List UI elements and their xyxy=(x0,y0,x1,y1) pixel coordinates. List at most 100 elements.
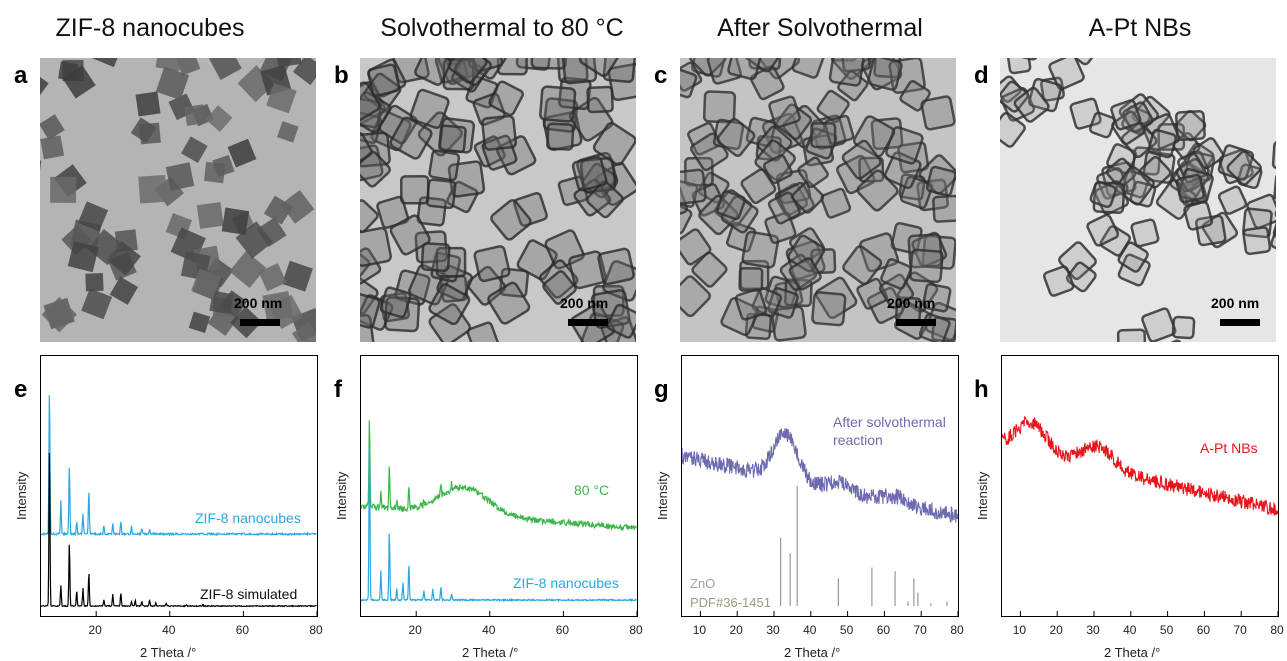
hollow-nanocube xyxy=(414,58,452,86)
nanocube xyxy=(258,263,287,292)
hollow-nanocube xyxy=(883,151,922,190)
x-tick-label: 70 xyxy=(1233,623,1247,637)
hollow-nanocube xyxy=(680,67,698,99)
hollow-nanocube xyxy=(820,187,852,219)
series-line xyxy=(361,420,637,532)
hollow-nanocube xyxy=(360,247,371,282)
nanocube xyxy=(266,82,297,114)
series-label-h: A-Pt NBs xyxy=(1200,440,1258,456)
nanobox xyxy=(1088,111,1116,139)
hollow-nanocube xyxy=(360,294,394,331)
nanobox xyxy=(1217,185,1248,215)
nanocube xyxy=(282,260,313,292)
hollow-nanocube xyxy=(438,124,467,154)
hollow-nanocube xyxy=(420,242,451,272)
nanobox xyxy=(1273,172,1276,202)
nanocube xyxy=(87,229,124,266)
nanocube xyxy=(188,311,211,333)
hollow-nanocube xyxy=(542,270,577,305)
hollow-nanocube xyxy=(466,321,500,342)
nanobox xyxy=(1116,328,1147,342)
hollow-nanocube xyxy=(932,194,956,223)
hollow-nanocube xyxy=(756,125,793,162)
hollow-nanocube xyxy=(880,258,912,290)
nanobox xyxy=(1130,218,1160,248)
nanocube xyxy=(274,58,302,68)
hollow-nanocube xyxy=(680,275,712,318)
scalebar-a xyxy=(240,319,280,326)
x-tick-label: 40 xyxy=(803,623,817,637)
nanobox xyxy=(1086,213,1120,247)
title-after-solvothermal: After Solvothermal xyxy=(717,14,923,42)
hollow-nanocube xyxy=(513,191,548,227)
nanocube xyxy=(165,162,195,191)
nanobox xyxy=(1174,110,1207,142)
hollow-nanocube xyxy=(816,89,850,124)
series-label-e-bottom: ZIF-8 simulated xyxy=(200,586,298,602)
x-tick-label: 30 xyxy=(766,623,780,637)
nanobox xyxy=(1177,150,1210,184)
hollow-nanocube xyxy=(691,251,728,288)
hollow-nanocube xyxy=(842,245,883,286)
hollow-nanocube xyxy=(602,58,636,84)
nanocube xyxy=(77,201,109,232)
nanocube xyxy=(40,135,65,160)
hollow-nanocube xyxy=(530,58,568,70)
nanocube xyxy=(50,176,77,203)
nanobox xyxy=(1048,58,1085,91)
hollow-nanocube xyxy=(360,199,379,234)
hollow-nanocube xyxy=(466,265,507,306)
nanocube xyxy=(135,91,161,117)
xlabel-f: 2 Theta /° xyxy=(462,645,519,660)
nanobox xyxy=(1141,307,1177,342)
series-line xyxy=(1002,415,1278,516)
panel-letter-g: g xyxy=(654,376,669,403)
nanocube xyxy=(41,296,78,333)
hollow-nanocube xyxy=(428,283,471,326)
series-label-f-bottom: ZIF-8 nanocubes xyxy=(513,575,619,591)
panel-letter-c: c xyxy=(654,62,668,89)
nanobox xyxy=(1174,110,1206,141)
series-label-e-top: ZIF-8 nanocubes xyxy=(195,510,301,526)
nanocube xyxy=(280,189,315,224)
nanobox xyxy=(1171,315,1196,340)
hollow-nanocube xyxy=(768,95,801,129)
hollow-nanocube xyxy=(546,122,575,151)
hollow-nanocube xyxy=(425,178,457,210)
ref-label-g-2: PDF#36-1451 xyxy=(690,595,771,610)
hollow-nanocube xyxy=(716,117,756,157)
hollow-nanocube xyxy=(691,183,726,217)
nanocube xyxy=(62,65,96,99)
hollow-nanocube xyxy=(568,250,608,290)
nanocube xyxy=(67,241,99,273)
nanocube xyxy=(175,58,201,76)
x-tick-label: 40 xyxy=(1123,623,1137,637)
x-tick-label: 30 xyxy=(1086,623,1100,637)
hollow-nanocube xyxy=(831,58,857,62)
x-tick-label: 20 xyxy=(729,623,743,637)
nanocube xyxy=(138,174,167,204)
hollow-nanocube xyxy=(539,259,579,299)
x-tick-label: 80 xyxy=(1270,623,1284,637)
hollow-nanocube xyxy=(787,234,826,273)
x-tick-label: 80 xyxy=(950,623,964,637)
x-tick-label: 60 xyxy=(235,623,250,637)
hollow-nanocube xyxy=(606,303,636,339)
ylabel-h: Intensity xyxy=(975,471,990,520)
hollow-nanocube xyxy=(360,226,392,268)
x-tick-label: 80 xyxy=(309,623,323,637)
series-line xyxy=(41,452,317,608)
ylabel-g: Intensity xyxy=(655,471,670,520)
nanobox xyxy=(1226,150,1262,186)
hollow-nanocube xyxy=(539,85,577,123)
nanocube xyxy=(81,288,113,320)
hollow-nanocube xyxy=(688,58,727,77)
hollow-nanocube xyxy=(473,245,511,283)
nanocube xyxy=(91,58,124,68)
hollow-nanocube xyxy=(909,248,944,284)
nanocube xyxy=(292,58,316,86)
hollow-nanocube xyxy=(360,144,384,183)
hollow-nanocube xyxy=(590,289,631,329)
hollow-nanocube xyxy=(828,58,865,87)
tem-image-a xyxy=(40,58,316,342)
